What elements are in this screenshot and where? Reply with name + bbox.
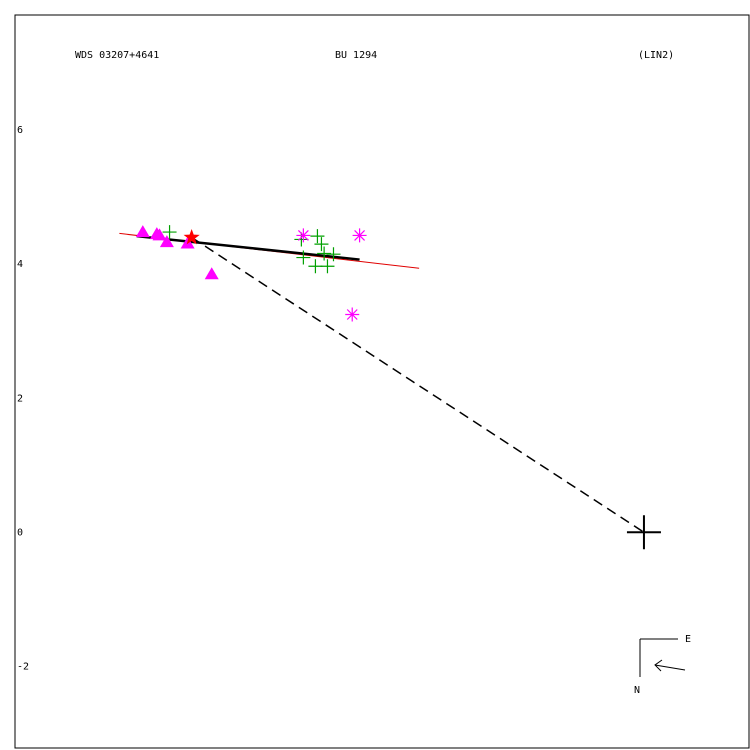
compass-arrow (654, 664, 686, 671)
compass-n-label: N (634, 685, 640, 696)
point-triangle (135, 225, 150, 238)
triangle-shape (135, 225, 150, 238)
triangle-shape (159, 235, 174, 248)
point-star (183, 228, 200, 245)
plus-shape (296, 250, 311, 265)
header-id: WDS 03207+4641 (75, 50, 159, 61)
point-plus (326, 247, 341, 262)
point-triangle (152, 228, 167, 241)
point-plus (308, 259, 323, 274)
plus-shape (314, 237, 329, 252)
triangle-shape (204, 267, 219, 280)
plus-shape (326, 247, 341, 262)
point-asterisk (345, 307, 360, 322)
frame (14, 14, 750, 749)
point-plus (317, 246, 332, 261)
triangle-shape (152, 228, 167, 241)
point-triangle (159, 235, 174, 248)
point-asterisk (296, 228, 311, 243)
y-tick-label: 6 (17, 125, 23, 136)
point-plus (162, 225, 177, 240)
asterisk-shape (296, 228, 311, 243)
plus-shape (294, 232, 309, 247)
point-asterisk (352, 228, 367, 243)
plus-shape (317, 246, 332, 261)
asterisk-shape (345, 307, 360, 322)
asterisk-shape (352, 228, 367, 243)
compass (639, 638, 686, 677)
compass-arrowhead (654, 659, 663, 672)
y-tick-label: 4 (17, 259, 23, 270)
cross-shape (626, 515, 661, 550)
header-name: BU 1294 (335, 50, 377, 61)
line (191, 236, 645, 533)
point-triangle (204, 267, 219, 280)
plus-shape (310, 229, 325, 244)
line (136, 234, 360, 261)
point-plus (296, 250, 311, 265)
y-tick-label: 0 (17, 527, 23, 538)
compass-e-label: E (685, 634, 691, 645)
header-ref: (LIN2) (638, 50, 674, 61)
star-shape (183, 228, 200, 245)
point-plus (310, 229, 325, 244)
point-plus (314, 237, 329, 252)
point-plus (320, 259, 335, 274)
plus-shape (162, 225, 177, 240)
plus-shape (320, 259, 335, 274)
point-plus (294, 232, 309, 247)
y-tick-label: 2 (17, 393, 23, 404)
point-cross (626, 515, 661, 550)
y-tick-label: -2 (17, 661, 29, 672)
plus-shape (308, 259, 323, 274)
